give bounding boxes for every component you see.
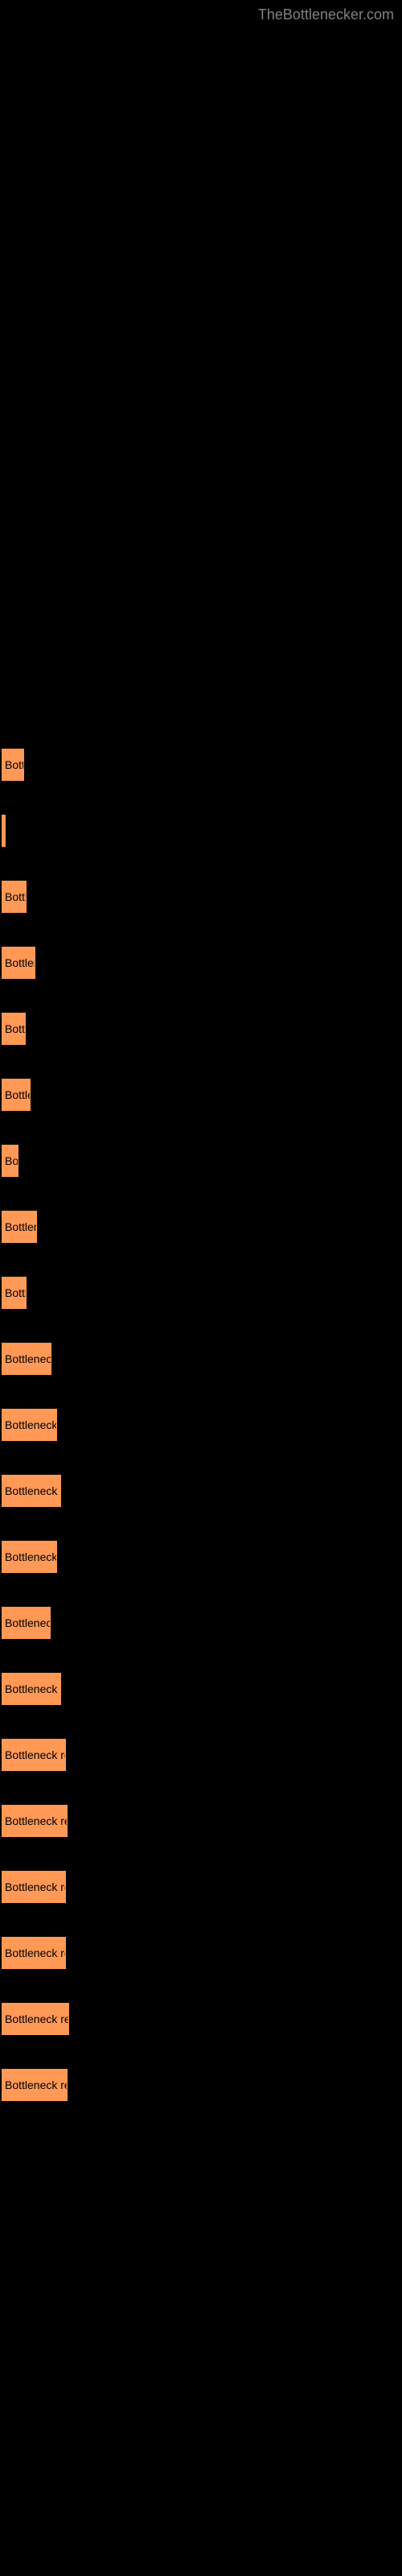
bar-chart: Bott Bottle Bottlene Bottl Bottler Bo Bottlene…: [0, 0, 402, 2101]
chart-bar: Bo: [2, 1145, 18, 1177]
bar-row: Bottler: [2, 1079, 402, 1111]
bar-label: Bottle: [5, 1286, 27, 1299]
chart-bar: Bottler: [2, 1079, 31, 1111]
bar-row: Bottl: [2, 1013, 402, 1045]
chart-bar: Bottlenec: [2, 1211, 37, 1243]
bar-label: Bottleneck resu: [5, 1550, 57, 1563]
bar-label: Bottleneck r: [5, 1616, 51, 1629]
chart-bar: Bottle: [2, 1277, 27, 1309]
chart-bar: Bottleneck result: [2, 2003, 69, 2035]
bar-row: Bottlenec: [2, 1211, 402, 1243]
bar-row: Bottleneck result: [2, 2069, 402, 2101]
chart-bar: Bottleneck r: [2, 1607, 51, 1639]
chart-bar: Bottleneck result: [2, 1937, 66, 1969]
bar-row: Bottleneck re: [2, 1343, 402, 1375]
bar-row: Bottleneck result: [2, 1739, 402, 1771]
bar-row: Bottleneck result: [2, 1805, 402, 1837]
bar-row: Bottleneck res: [2, 1409, 402, 1441]
bar-row: Bottleneck result: [2, 1937, 402, 1969]
watermark-text: TheBottlenecker.com: [258, 6, 394, 23]
bar-row: Bottle: [2, 881, 402, 913]
bar-label: Bott: [5, 758, 24, 771]
bar-row: Bo: [2, 1145, 402, 1177]
chart-bar: Bottlene: [2, 947, 35, 979]
bar-label: Bottlene: [5, 956, 35, 969]
bar-label: Bottleneck result: [5, 2013, 69, 2025]
bar-label: Bottleneck result: [5, 1682, 61, 1695]
bar-row: Bottlene: [2, 947, 402, 979]
chart-bar: Bottl: [2, 1013, 26, 1045]
bar-label: Bo: [5, 1154, 18, 1167]
bar-label: Bottleneck result: [5, 1484, 61, 1497]
bar-label: Bottlenec: [5, 1220, 37, 1233]
chart-bar: Bottle: [2, 881, 27, 913]
bar-row: Bottleneck result: [2, 1871, 402, 1903]
chart-bar: Bottleneck result: [2, 2069, 68, 2101]
bar-label: Bottleneck result: [5, 1748, 66, 1761]
bar-label: Bottleneck result: [5, 1880, 66, 1893]
bar-label: Bottleneck result: [5, 2079, 68, 2091]
bar-row: [2, 815, 402, 847]
bar-row: Bottleneck result: [2, 1475, 402, 1507]
chart-bar: Bottleneck result: [2, 1739, 66, 1771]
bar-label: Bottleneck res: [5, 1418, 57, 1431]
bar-row: Bottle: [2, 1277, 402, 1309]
bar-row: Bottleneck r: [2, 1607, 402, 1639]
chart-bar: Bottleneck result: [2, 1871, 66, 1903]
chart-bar: Bottleneck resu: [2, 1541, 57, 1573]
bar-label: Bottl: [5, 1022, 26, 1035]
chart-bar: Bott: [2, 749, 24, 781]
bar-label: Bottleneck re: [5, 1352, 51, 1365]
bar-label: Bottleneck result: [5, 1946, 66, 1959]
chart-bar: Bottleneck result: [2, 1673, 61, 1705]
bar-row: Bottleneck result: [2, 1673, 402, 1705]
chart-bar: Bottleneck res: [2, 1409, 57, 1441]
bar-label: Bottler: [5, 1088, 31, 1101]
bar-row: Bottleneck result: [2, 2003, 402, 2035]
chart-bar: Bottleneck result: [2, 1475, 61, 1507]
bar-label: Bottle: [5, 890, 27, 903]
bar-label: Bottleneck result: [5, 1814, 68, 1827]
bar-row: Bottleneck resu: [2, 1541, 402, 1573]
bar-row: Bott: [2, 749, 402, 781]
chart-bar: Bottleneck result: [2, 1805, 68, 1837]
chart-bar: Bottleneck re: [2, 1343, 51, 1375]
chart-bar: [2, 815, 6, 847]
